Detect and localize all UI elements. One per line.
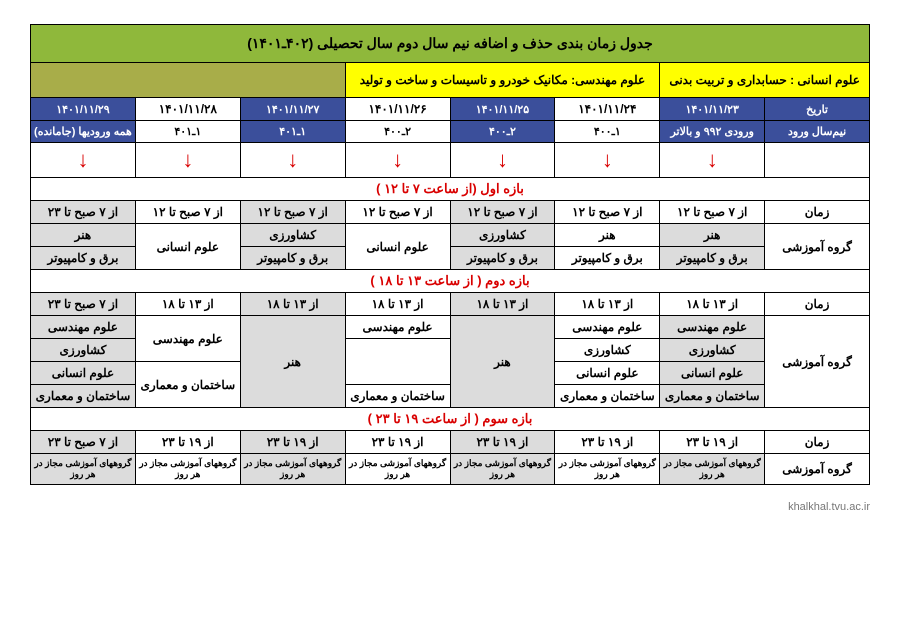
s3-time: از ۱۹ تا ۲۳ xyxy=(135,431,240,454)
s3-note: گروههای آموزشی مجاز در هر روز xyxy=(660,454,765,485)
cell: کشاورزی xyxy=(660,339,765,362)
s1-time: از ۷ صبح تا ۱۲ xyxy=(555,201,660,224)
schedule-table: جدول زمان بندی حذف و اضافه نیم سال دوم س… xyxy=(30,24,870,485)
cell: برق و کامپیوتر xyxy=(450,247,555,270)
arrow-icon: ↓ xyxy=(240,143,345,178)
s3-note: گروههای آموزشی مجاز در هر روز xyxy=(240,454,345,485)
cell: علوم انسانی xyxy=(135,224,240,270)
sem-1: ورودی ۹۹۲ و بالاتر xyxy=(660,121,765,143)
s1-time: از ۷ صبح تا ۱۲ xyxy=(660,201,765,224)
legend-humanities: علوم انسانی : حسابداری و تربیت بدنی xyxy=(660,63,870,98)
cell: ساختمان و معماری xyxy=(660,385,765,408)
sem-4: ۲ـ۴۰۰ xyxy=(345,121,450,143)
s3-time: از ۱۹ تا ۲۳ xyxy=(660,431,765,454)
cell: برق و کامپیوتر xyxy=(660,247,765,270)
cell: کشاورزی xyxy=(240,224,345,247)
date-1: ۱۴۰۱/۱۱/۲۳ xyxy=(660,98,765,121)
header-time: زمان xyxy=(765,201,870,224)
s2-time-last: از ۷ صبح تا ۲۳ xyxy=(31,293,136,316)
arrow-icon: ↓ xyxy=(345,143,450,178)
header-group: گروه آموزشی xyxy=(765,454,870,485)
date-7: ۱۴۰۱/۱۱/۲۹ xyxy=(31,98,136,121)
cell: علوم مهندسی xyxy=(135,316,240,362)
s3-time: از ۱۹ تا ۲۳ xyxy=(240,431,345,454)
section2-title: بازه دوم ( از ساعت ۱۳ تا ۱۸ ) xyxy=(31,270,870,293)
legend-blank xyxy=(31,63,346,98)
s3-time: از ۱۹ تا ۲۳ xyxy=(555,431,660,454)
s2-time: از ۱۳ تا ۱۸ xyxy=(345,293,450,316)
s2-time: از ۱۳ تا ۱۸ xyxy=(450,293,555,316)
date-4: ۱۴۰۱/۱۱/۲۶ xyxy=(345,98,450,121)
cell: برق و کامپیوتر xyxy=(555,247,660,270)
cell: علوم انسانی xyxy=(660,362,765,385)
s3-note: گروههای آموزشی مجاز در هر روز xyxy=(135,454,240,485)
header-group: گروه آموزشی xyxy=(765,316,870,408)
s2-time: از ۱۳ تا ۱۸ xyxy=(660,293,765,316)
arrow-icon: ↓ xyxy=(555,143,660,178)
cell: کشاورزی xyxy=(555,339,660,362)
sem-2: ۱ـ۴۰۰ xyxy=(555,121,660,143)
s1-time: از ۷ صبح تا ۱۲ xyxy=(135,201,240,224)
s1-time-last: از ۷ صبح تا ۲۳ xyxy=(31,201,136,224)
header-semester: نیم‌سال ورود xyxy=(765,121,870,143)
blank-cell xyxy=(345,339,450,385)
s3-note: گروههای آموزشی مجاز در هر روز xyxy=(450,454,555,485)
section3-title: بازه سوم ( از ساعت ۱۹ تا ۲۳ ) xyxy=(31,408,870,431)
s3-time-last: از ۷ صبح تا ۲۳ xyxy=(31,431,136,454)
cell: علوم مهندسی xyxy=(345,316,450,339)
sem-6: ۱ـ۴۰۱ xyxy=(135,121,240,143)
cell: هنر xyxy=(31,224,136,247)
s3-note: گروههای آموزشی مجاز در هر روز xyxy=(345,454,450,485)
cell: ساختمان و معماری xyxy=(345,385,450,408)
cell: علوم انسانی xyxy=(555,362,660,385)
s1-time: از ۷ صبح تا ۱۲ xyxy=(450,201,555,224)
s1-time: از ۷ صبح تا ۱۲ xyxy=(345,201,450,224)
footer-text: khalkhal.tvu.ac.ir xyxy=(0,495,900,513)
s2-time: از ۱۳ تا ۱۸ xyxy=(555,293,660,316)
arrow-icon: ↓ xyxy=(660,143,765,178)
arrow-blank xyxy=(765,143,870,178)
main-title: جدول زمان بندی حذف و اضافه نیم سال دوم س… xyxy=(31,25,870,63)
cell: کشاورزی xyxy=(31,339,136,362)
cell: ساختمان و معماری xyxy=(555,385,660,408)
cell: هنر xyxy=(660,224,765,247)
cell: ساختمان و معماری xyxy=(135,362,240,408)
header-time: زمان xyxy=(765,293,870,316)
arrow-icon: ↓ xyxy=(135,143,240,178)
cell: علوم انسانی xyxy=(31,362,136,385)
header-date: تاریخ xyxy=(765,98,870,121)
header-group: گروه آموزشی xyxy=(765,224,870,270)
arrow-icon: ↓ xyxy=(450,143,555,178)
cell: علوم انسانی xyxy=(345,224,450,270)
s3-time: از ۱۹ تا ۲۳ xyxy=(450,431,555,454)
cell: علوم مهندسی xyxy=(660,316,765,339)
cell: علوم مهندسی xyxy=(31,316,136,339)
legend-engineering: علوم مهندسی: مکانیک خودرو و تاسیسات و سا… xyxy=(345,63,660,98)
cell: هنر xyxy=(450,316,555,408)
s2-time: از ۱۳ تا ۱۸ xyxy=(240,293,345,316)
date-2: ۱۴۰۱/۱۱/۲۴ xyxy=(555,98,660,121)
date-3: ۱۴۰۱/۱۱/۲۵ xyxy=(450,98,555,121)
cell: علوم مهندسی xyxy=(555,316,660,339)
cell: برق و کامپیوتر xyxy=(240,247,345,270)
sem-5: ۱ـ۴۰۱ xyxy=(240,121,345,143)
arrow-icon: ↓ xyxy=(31,143,136,178)
cell: هنر xyxy=(555,224,660,247)
s3-time: از ۱۹ تا ۲۳ xyxy=(345,431,450,454)
s2-time: از ۱۳ تا ۱۸ xyxy=(135,293,240,316)
cell: ساختمان و معماری xyxy=(31,385,136,408)
section1-title: بازه اول (از ساعت ۷ تا ۱۲ ) xyxy=(31,178,870,201)
sem-3: ۲ـ۴۰۰ xyxy=(450,121,555,143)
sem-7: همه ورودیها (جامانده) xyxy=(31,121,136,143)
header-time: زمان xyxy=(765,431,870,454)
s3-note: گروههای آموزشی مجاز در هر روز xyxy=(555,454,660,485)
date-6: ۱۴۰۱/۱۱/۲۸ xyxy=(135,98,240,121)
s1-time: از ۷ صبح تا ۱۲ xyxy=(240,201,345,224)
cell: هنر xyxy=(240,316,345,408)
date-5: ۱۴۰۱/۱۱/۲۷ xyxy=(240,98,345,121)
s3-note: گروههای آموزشی مجاز در هر روز xyxy=(31,454,136,485)
cell: کشاورزی xyxy=(450,224,555,247)
cell: برق و کامپیوتر xyxy=(31,247,136,270)
